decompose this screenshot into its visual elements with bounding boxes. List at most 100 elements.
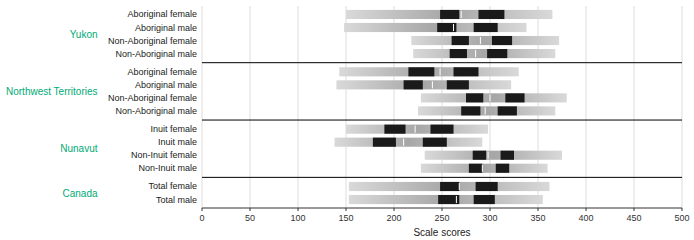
interval-bar: [466, 93, 483, 102]
mean-line: [456, 196, 457, 203]
row-label: Inuit female: [150, 124, 197, 134]
x-axis-label: Scale scores: [413, 227, 470, 238]
mean-line: [459, 183, 460, 190]
row-labels: Aboriginal female Aboriginal male Non-Abor…: [108, 9, 197, 204]
interval-bar: [498, 106, 517, 115]
group-label: Yukon: [70, 29, 98, 40]
marks: [334, 10, 566, 204]
row-label: Inuit male: [158, 137, 197, 147]
row-label: Non-Aboriginal male: [115, 49, 197, 59]
group-dividers: [202, 63, 682, 178]
tick-label: 300: [482, 213, 497, 223]
tick-label: 200: [386, 213, 401, 223]
tick-label: 150: [338, 213, 353, 223]
range-bar: [425, 151, 562, 160]
tick-label: 400: [578, 213, 593, 223]
range-bar: [421, 93, 567, 102]
mean-line: [453, 24, 454, 31]
tick-label: 0: [199, 213, 204, 223]
tick-mark: [682, 208, 683, 211]
interval-bar: [487, 49, 507, 58]
tick-mark: [250, 208, 251, 211]
interval-bar: [461, 106, 480, 115]
interval-bar: [450, 49, 467, 58]
row-label: Aboriginal male: [135, 23, 197, 33]
interval-bar: [452, 36, 469, 45]
range-bar: [413, 49, 555, 58]
interval-bar: [501, 151, 514, 160]
interval-bar: [437, 23, 456, 32]
interval-bar: [478, 10, 504, 19]
tick-label: 100: [290, 213, 305, 223]
row-label: Non-Inuit female: [131, 150, 197, 160]
mean-line: [475, 50, 476, 57]
interval-bar: [373, 138, 396, 147]
mean-line: [488, 152, 489, 159]
range-bar: [349, 182, 550, 191]
range-bar: [421, 164, 548, 173]
group-divider: [202, 62, 682, 63]
group-label: Nunavut: [60, 143, 97, 154]
grid: [202, 6, 682, 208]
row-label: Total male: [156, 195, 197, 205]
interval-bar: [474, 195, 495, 204]
range-bar: [336, 80, 511, 89]
interval-bar: [440, 10, 459, 19]
tick-label: 350: [530, 213, 545, 223]
row-label: Non-Aboriginal male: [115, 106, 197, 116]
mean-line: [461, 11, 462, 18]
interval-bar: [440, 182, 459, 191]
group-label: Canada: [62, 188, 97, 199]
range-bar: [334, 138, 482, 147]
tick-mark: [634, 208, 635, 211]
tick-label: 450: [626, 213, 641, 223]
range-bar: [411, 36, 559, 45]
interval-bar: [496, 164, 509, 173]
interval-bar: [454, 67, 479, 76]
mean-line: [480, 37, 481, 44]
interval-bar: [469, 164, 482, 173]
range-bar: [344, 23, 526, 32]
interval-bar: [505, 93, 524, 102]
range-bar: [346, 10, 552, 19]
interval-bar: [430, 125, 453, 134]
mean-line: [485, 107, 486, 114]
tick-mark: [298, 208, 299, 211]
tick-mark: [394, 208, 395, 211]
tick-mark: [538, 208, 539, 211]
interval-bar: [476, 182, 498, 191]
mean-line: [403, 139, 404, 146]
row-label: Non-Inuit male: [138, 163, 197, 173]
row-label: Aboriginal female: [127, 67, 197, 77]
x-axis: 0 50 100 150 200 250 300 350 400 450 500: [199, 208, 689, 223]
group-divider: [202, 177, 682, 178]
range-bar: [339, 67, 519, 76]
group-label: Northwest Territories: [6, 86, 98, 97]
interval-bar: [384, 125, 405, 134]
row-label: Non-Aboriginal female: [108, 93, 197, 103]
tick-label: 250: [434, 213, 449, 223]
interval-bar: [473, 151, 486, 160]
tick-mark: [490, 208, 491, 211]
interval-bar: [423, 138, 447, 147]
tick-mark: [586, 208, 587, 211]
interval-bar: [492, 36, 512, 45]
tick-label: 500: [674, 213, 689, 223]
tick-label: 50: [245, 213, 255, 223]
mean-line: [440, 68, 441, 75]
group-divider: [202, 120, 682, 121]
tick-mark: [442, 208, 443, 211]
range-bar: [349, 195, 543, 204]
row-label: Non-Aboriginal female: [108, 36, 197, 46]
range-bar: [346, 125, 488, 134]
interval-bar: [408, 67, 434, 76]
chart: Aboriginal female Aboriginal male Non-Abor…: [0, 0, 694, 240]
tick-mark: [346, 208, 347, 211]
mean-line: [482, 165, 483, 172]
interval-bar: [474, 23, 498, 32]
range-bar: [418, 106, 555, 115]
tick-mark: [202, 208, 203, 211]
row-label: Aboriginal male: [135, 80, 197, 90]
group-labels: Yukon Northwest Territories Nunavut Canada: [6, 29, 98, 199]
mean-line: [490, 94, 491, 101]
